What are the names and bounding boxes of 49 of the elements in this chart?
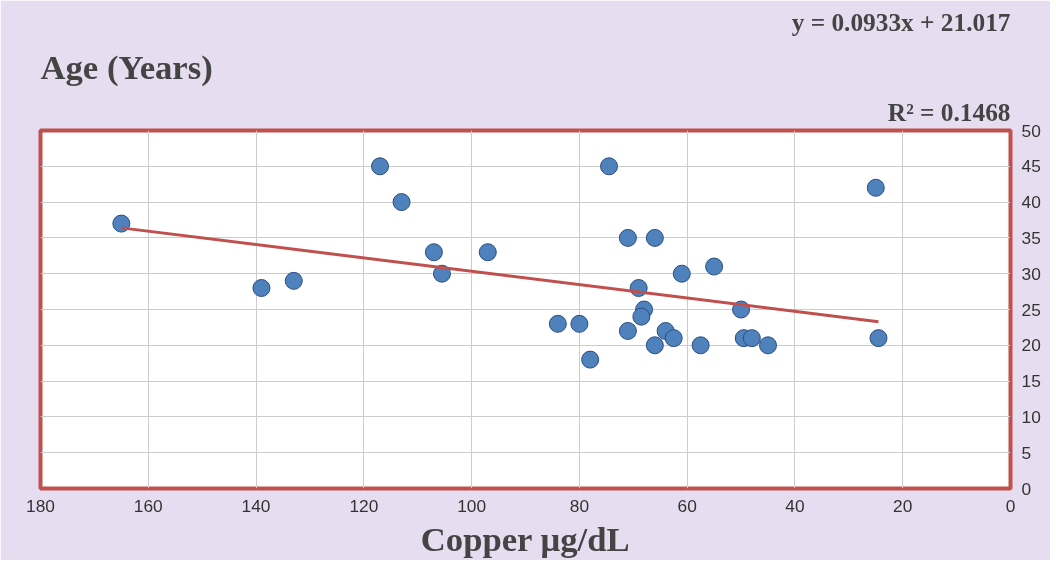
point bbox=[759, 336, 777, 355]
point bbox=[618, 228, 637, 247]
y-tick-label: 40 bbox=[1021, 192, 1041, 213]
point bbox=[618, 322, 637, 340]
y-tick-label: 30 bbox=[1021, 263, 1041, 284]
point bbox=[645, 336, 664, 355]
point bbox=[672, 264, 691, 283]
point bbox=[742, 329, 761, 348]
point bbox=[705, 257, 724, 276]
x-tick-label: 100 bbox=[457, 495, 487, 516]
point bbox=[869, 329, 888, 348]
x-tick-label: 80 bbox=[569, 495, 590, 516]
x-tick-label: 40 bbox=[785, 495, 805, 516]
y-tick-label: 10 bbox=[1021, 406, 1041, 427]
text: R² = 0.1468 bbox=[887, 97, 1011, 126]
point bbox=[691, 336, 710, 355]
y-tick-label: 35 bbox=[1021, 227, 1041, 248]
x-tick-label: 0 bbox=[1005, 495, 1016, 516]
point bbox=[664, 329, 683, 348]
point bbox=[478, 243, 497, 262]
point bbox=[424, 243, 443, 262]
x-tick-label: 160 bbox=[133, 495, 163, 516]
point bbox=[632, 307, 651, 326]
point bbox=[866, 178, 885, 197]
point bbox=[392, 193, 411, 212]
point bbox=[600, 157, 619, 176]
x-tick-label: 60 bbox=[677, 495, 697, 516]
y-tick-label: 25 bbox=[1021, 299, 1041, 320]
x-tick-label: 140 bbox=[241, 495, 271, 516]
x-axis-title: Copper μg/dL bbox=[420, 519, 630, 558]
y-tick-label: 5 bbox=[1021, 442, 1032, 463]
y-tick-label: 45 bbox=[1021, 156, 1041, 177]
text: y = 0.0933x + 21.017 bbox=[791, 7, 1011, 36]
point bbox=[548, 314, 567, 333]
y-tick-label: 15 bbox=[1021, 371, 1041, 392]
x-tick-label: 120 bbox=[349, 495, 379, 516]
x-tick-label: 180 bbox=[26, 495, 55, 516]
y-tick-label: 0 bbox=[1021, 478, 1032, 499]
y-tick-label: 20 bbox=[1021, 335, 1041, 356]
x-tick-label: 20 bbox=[893, 495, 913, 516]
point bbox=[371, 157, 389, 176]
chart-title: Age (Years) bbox=[40, 47, 213, 87]
point bbox=[252, 279, 271, 297]
point bbox=[570, 314, 589, 333]
point bbox=[284, 271, 303, 290]
point bbox=[581, 350, 600, 369]
point bbox=[112, 214, 131, 233]
y-tick-label: 50 bbox=[1021, 120, 1041, 141]
point bbox=[645, 228, 664, 247]
